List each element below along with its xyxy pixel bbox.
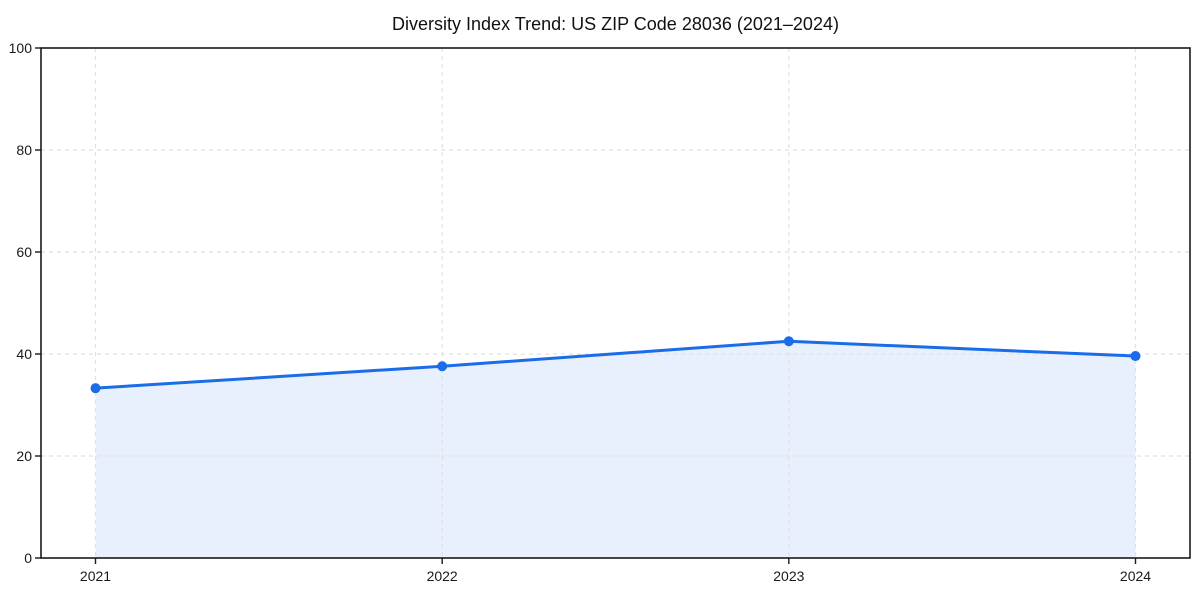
trend-line (94, 339, 1137, 390)
data-point (437, 361, 448, 372)
x-tick-label: 2022 (427, 568, 458, 584)
chart-title: Diversity Index Trend: US ZIP Code 28036… (392, 14, 839, 34)
data-point (1130, 351, 1141, 362)
plot-border (40, 47, 1191, 559)
area-fill (95, 341, 1136, 558)
data-point (90, 383, 101, 394)
x-tick-label: 2024 (1120, 568, 1151, 584)
y-tick-label: 20 (16, 448, 32, 464)
y-tick-label: 80 (16, 142, 32, 158)
data-point (783, 336, 794, 347)
y-tick-label: 100 (9, 40, 33, 56)
y-tick-label: 0 (24, 550, 32, 566)
y-tick-label: 60 (16, 244, 32, 260)
y-tick-label: 40 (16, 346, 32, 362)
x-tick-label: 2023 (773, 568, 804, 584)
x-tick-label: 2021 (80, 568, 111, 584)
